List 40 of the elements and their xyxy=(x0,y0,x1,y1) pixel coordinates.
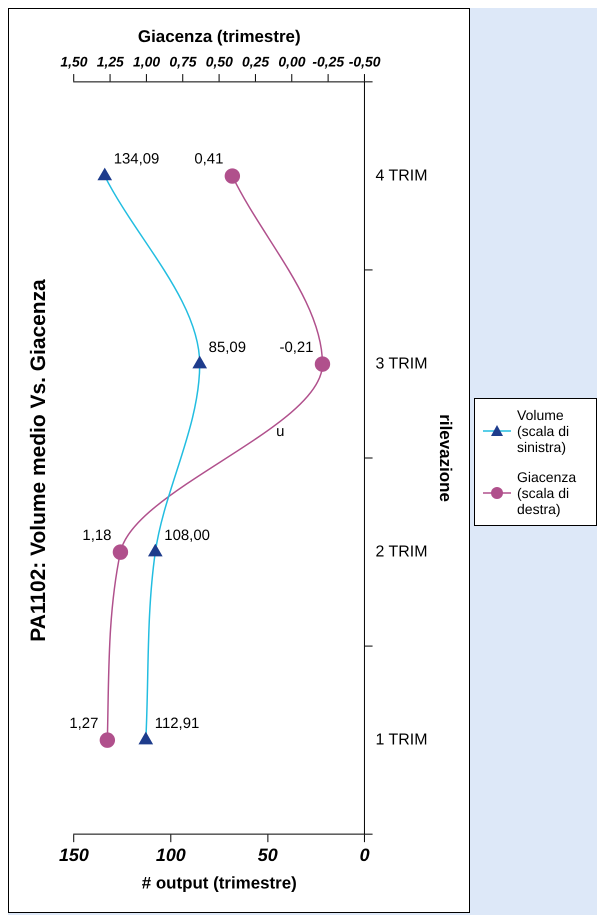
x-tick-label: 50 xyxy=(258,844,278,865)
data-label: 1,27 xyxy=(69,714,98,732)
y-tick-label: 1 TRIM xyxy=(376,732,428,749)
x-axis-title: # output (trimestre) xyxy=(142,874,297,893)
data-label: 108,00 xyxy=(164,526,210,544)
x-tick-label: 150 xyxy=(58,844,89,865)
x2-tick-label: 0,00 xyxy=(278,54,306,70)
point xyxy=(139,732,153,744)
y-tick-label: 3 TRIM xyxy=(376,355,428,372)
x2-tick-label: 0,75 xyxy=(169,54,197,70)
legend-label: Volume (scala di sinistra) xyxy=(517,406,570,454)
point xyxy=(192,356,206,368)
data-label: 0,41 xyxy=(194,150,224,168)
point xyxy=(98,168,112,180)
data-label: 134,09 xyxy=(114,150,160,168)
x2-tick-label: 0,25 xyxy=(242,54,270,70)
x2-tick-label: 1,25 xyxy=(96,54,124,70)
data-label: 112,91 xyxy=(154,714,200,732)
point xyxy=(224,168,240,184)
data-label: -0,21 xyxy=(279,338,314,356)
point xyxy=(112,544,128,560)
x-tick-label: 0 xyxy=(360,844,370,865)
x2-axis-title: Giacenza (trimestre) xyxy=(138,26,301,46)
y-tick-label: 4 TRIM xyxy=(376,167,428,184)
point xyxy=(100,732,116,748)
point xyxy=(314,356,330,372)
text: PA1102: Volume medio Vs. Giacenza xyxy=(27,278,50,642)
data-label: 85,09 xyxy=(208,338,246,356)
x2-tick-label: 1,00 xyxy=(133,54,160,70)
x2-tick-label: -0,25 xyxy=(312,54,344,70)
x2-tick-label: 1,50 xyxy=(60,54,88,70)
data-label: 1,18 xyxy=(82,526,112,544)
y-tick-label: 2 TRIM xyxy=(376,544,428,561)
x2-tick-label: -0,50 xyxy=(348,54,381,70)
x2-tick-label: 0,50 xyxy=(206,54,234,70)
y-axis-title: rilevazione xyxy=(436,414,456,502)
annotation: u xyxy=(276,422,284,440)
legend-label: Giacenza (scala di destra) xyxy=(517,468,578,516)
x-tick-label: 100 xyxy=(156,844,186,865)
point xyxy=(148,544,162,556)
